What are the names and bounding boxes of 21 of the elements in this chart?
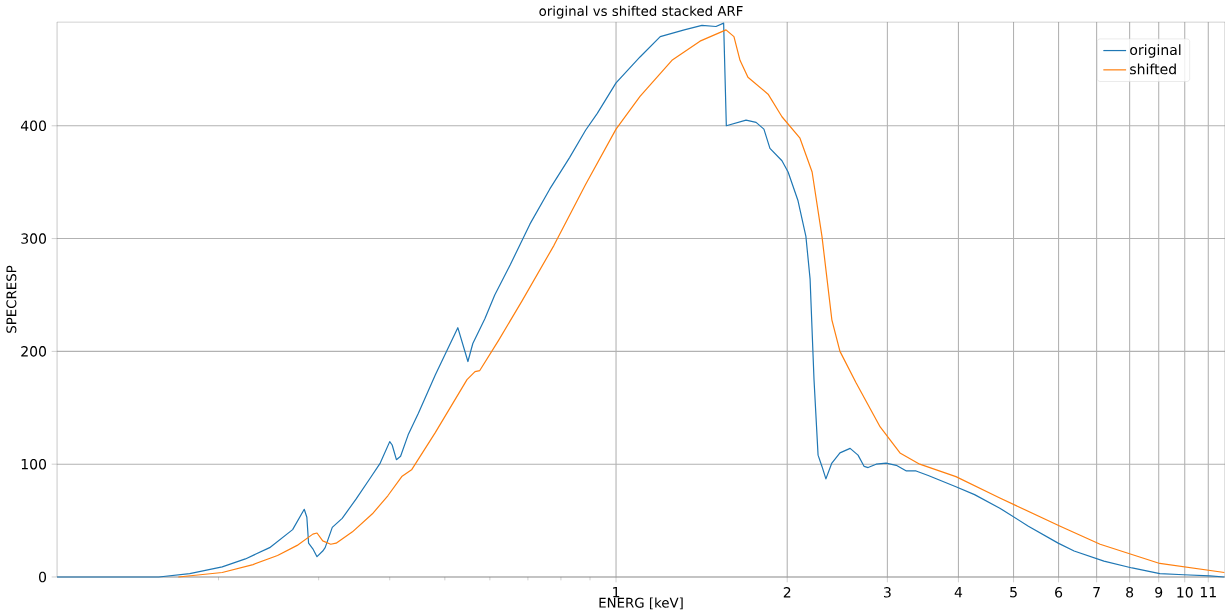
x-tick-label: 4: [954, 587, 963, 598]
x-tick-label: 10: [1177, 587, 1193, 598]
x-tick-label: 2: [783, 587, 791, 598]
x-tick-label: 8: [1126, 587, 1134, 598]
x-tick-label: 11: [1200, 587, 1216, 598]
x-axis-title: ENERG [keV]: [599, 597, 683, 610]
y-tick-label: 100: [21, 458, 47, 470]
y-tick-label: 400: [20, 120, 47, 132]
x-tick-label: 1: [613, 587, 620, 598]
chart-title: original vs shifted stacked ARF: [539, 5, 743, 19]
x-tick-label: 9: [1155, 587, 1163, 598]
x-tick-label: 6: [1055, 587, 1063, 598]
legend-label: shifted: [1130, 63, 1176, 75]
y-tick-label: 0: [38, 571, 47, 583]
x-tick-label: 7: [1093, 587, 1100, 598]
x-tick-label: 3: [883, 587, 891, 598]
y-tick-label: 200: [21, 346, 47, 357]
legend-label: original: [1130, 44, 1181, 58]
x-tick-label: 5: [1010, 587, 1017, 598]
y-tick-label: 300: [21, 233, 47, 244]
y-axis-title: SPECRESP: [6, 265, 17, 333]
